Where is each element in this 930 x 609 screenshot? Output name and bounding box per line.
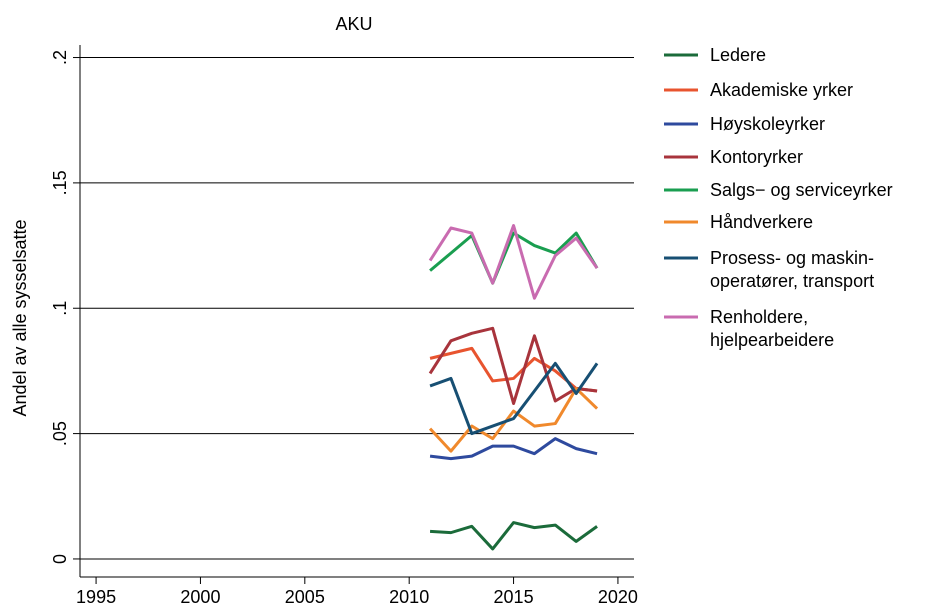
series-line: [429, 437, 598, 461]
y-tick-label: .05: [50, 421, 70, 446]
series-line: [428, 386, 599, 453]
series-line: [428, 326, 598, 406]
legend-label: Kontoryrker: [710, 147, 803, 167]
legend-label: Salgs− og serviceyrker: [710, 180, 893, 200]
chart-title: AKU: [335, 14, 372, 34]
legend-label: Renholdere, hjelpearbeidere: [710, 307, 834, 350]
legend-label: Akademiske yrker: [710, 80, 853, 100]
x-tick-label: 2005: [285, 587, 325, 607]
x-tick-label: 2015: [494, 587, 534, 607]
legend-label: Prosess- og maskin-operatører, transport: [710, 248, 874, 291]
series-line: [429, 521, 598, 551]
x-tick-label: 2020: [598, 587, 638, 607]
series-line: [429, 361, 599, 436]
series-line: [429, 231, 599, 285]
y-tick-label: .2: [50, 50, 70, 65]
legend-label: Håndverkere: [710, 212, 813, 232]
y-tick-label: .1: [50, 301, 70, 316]
y-axis-label: Andel av alle sysselsatte: [10, 219, 30, 416]
series-line: [429, 346, 598, 393]
x-tick-label: 2000: [180, 587, 220, 607]
legend-label: Ledere: [710, 45, 766, 65]
y-tick-label: .15: [50, 170, 70, 195]
y-tick-label: 0: [50, 554, 70, 564]
x-tick-label: 1995: [76, 587, 116, 607]
x-tick-label: 2010: [389, 587, 429, 607]
legend-label: Høyskoleyrker: [710, 114, 825, 134]
series-line: [428, 224, 599, 300]
